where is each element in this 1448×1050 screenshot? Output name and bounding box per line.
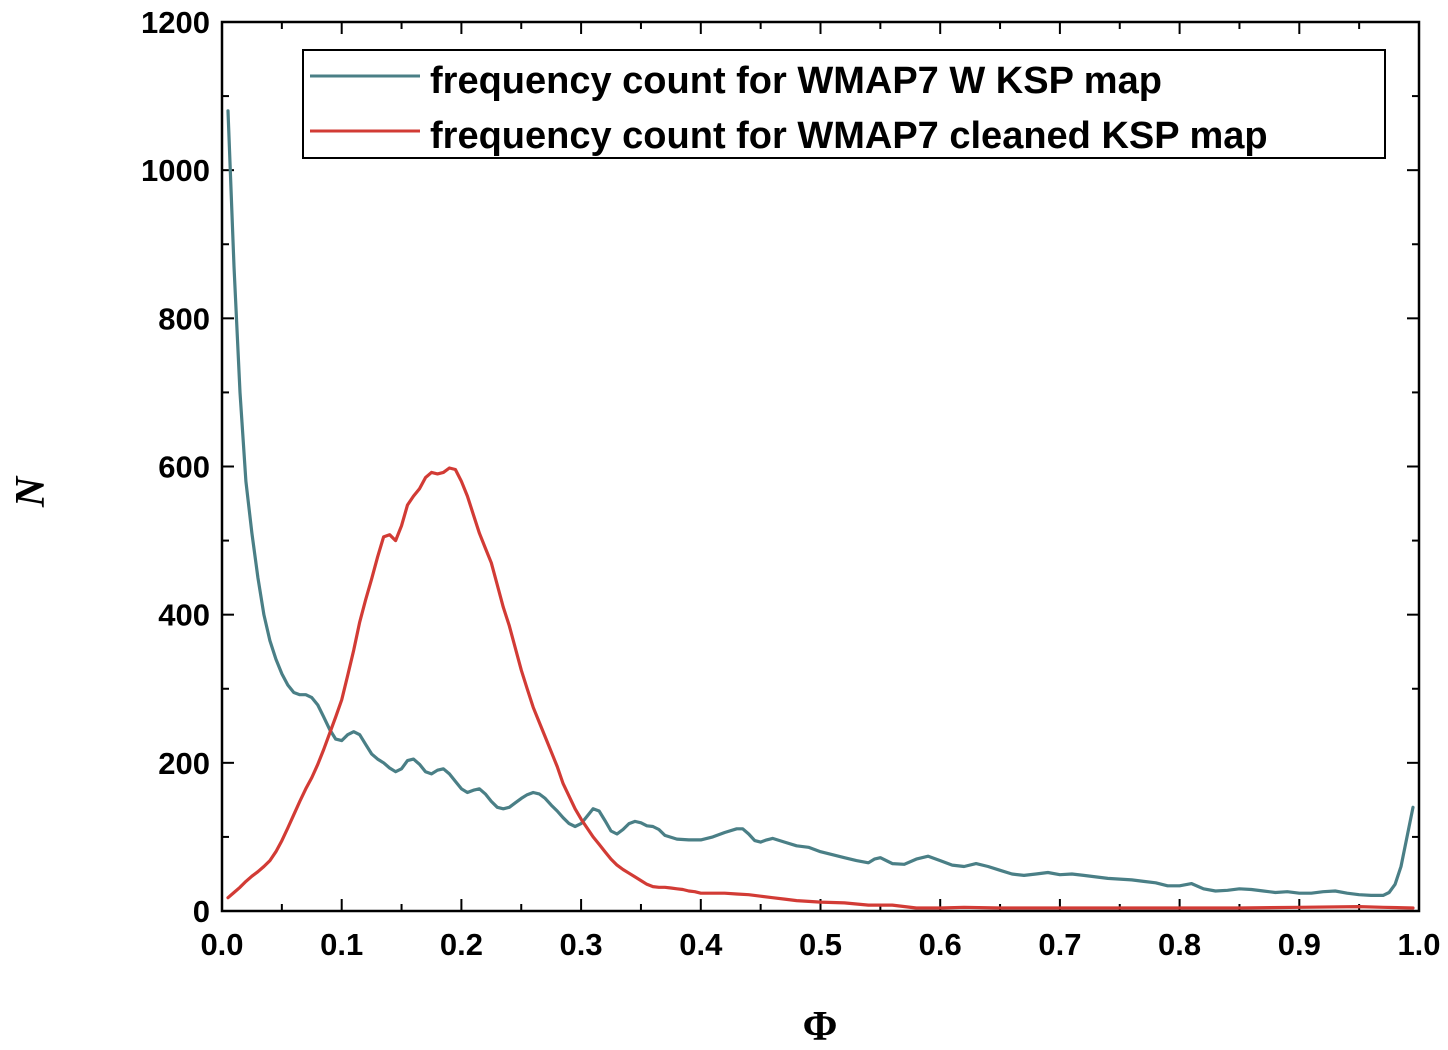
legend-label-cleaned-ksp: frequency count for WMAP7 cleaned KSP ma… — [430, 115, 1268, 157]
series-lines — [226, 109, 1415, 910]
x-tick-label: 0.5 — [799, 927, 842, 962]
legend: frequency count for WMAP7 W KSP map freq… — [302, 49, 1386, 159]
y-axis-title: N — [8, 475, 54, 508]
series-line-w-ksp — [226, 109, 1415, 898]
x-tick-label: 0.7 — [1038, 927, 1081, 962]
legend-box — [302, 49, 1386, 159]
x-tick-label: 0.2 — [440, 927, 483, 962]
tick-labels: 0.0 0.1 0.2 0.3 0.4 0.5 0.6 0.7 0.8 0.9 1.0 0 200 400… — [141, 5, 1441, 962]
x-tick-label: 0.3 — [560, 927, 603, 962]
legend-label-w-ksp: frequency count for WMAP7 W KSP map — [430, 60, 1162, 102]
x-tick-label: 1.0 — [1397, 927, 1440, 962]
y-tick-label: 1200 — [141, 5, 210, 40]
series-line-cleaned-ksp — [226, 466, 1415, 910]
x-tick-label: 0.8 — [1158, 927, 1201, 962]
y-tick-label: 0 — [193, 894, 210, 929]
y-tick-label: 400 — [158, 598, 210, 633]
x-tick-label: 0.0 — [200, 927, 243, 962]
x-tick-label: 0.1 — [320, 927, 363, 962]
y-tick-label: 800 — [158, 301, 210, 336]
y-tick-label: 600 — [158, 450, 210, 485]
x-tick-label: 0.9 — [1278, 927, 1321, 962]
x-tick-label: 0.4 — [679, 927, 723, 962]
y-tick-label: 1000 — [141, 153, 210, 188]
x-tick-label: 0.6 — [919, 927, 962, 962]
plot-frame — [220, 20, 1421, 913]
x-axis-title: Φ — [803, 1004, 838, 1050]
y-tick-label: 200 — [158, 746, 210, 781]
